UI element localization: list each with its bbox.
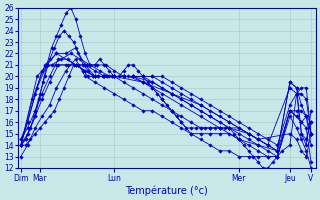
X-axis label: Température (°c): Température (°c) [125, 185, 208, 196]
